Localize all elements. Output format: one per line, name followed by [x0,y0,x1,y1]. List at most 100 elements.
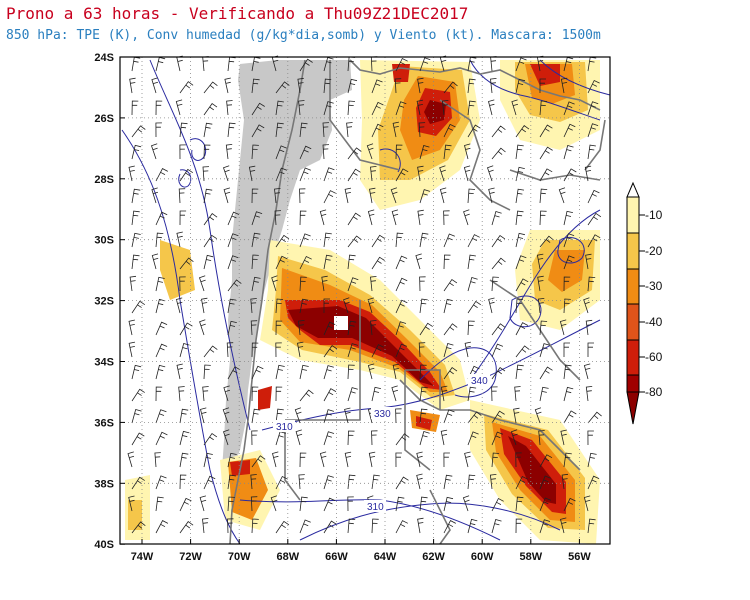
wind-barb [561,473,569,490]
wind-barb [491,367,506,380]
wind-barb [178,386,185,402]
wind-barb [179,81,194,94]
wind-barb [227,122,236,138]
wind-barb [370,166,377,182]
wind-barb [251,365,264,380]
wind-barb [251,124,265,138]
wind-barb [467,78,476,94]
wind-barb [128,165,135,182]
wind-barb [251,342,259,358]
wind-barb [227,366,241,380]
wind-barb [203,188,213,204]
wind-barb [323,321,336,336]
wind-barb [560,77,568,94]
x-tick-label: 58W [519,551,542,563]
wind-barb [299,519,311,534]
wind-barb [560,429,567,446]
wind-barb [536,253,544,270]
wind-barb [443,367,458,380]
wind-barb [155,298,166,314]
wind-barb [443,452,450,468]
wind-barb [250,298,257,314]
wind-barb [515,125,530,138]
wind-barb [175,297,183,314]
wind-barb [179,122,188,138]
wind-barb [323,232,332,248]
wind-barb [131,125,146,138]
wind-barb [155,496,164,512]
x-tick-label: 62W [422,551,445,563]
wind-barb [416,99,424,116]
wind-barb [515,278,529,292]
wind-barb [203,475,216,490]
wind-barb [587,79,600,94]
wind-barb [491,452,500,468]
contour-label-340: 340 [471,376,488,387]
wind-barb [155,431,168,446]
wind-barb [299,389,314,402]
wind-barb [131,100,139,116]
wind-barb [486,165,494,182]
y-tick-label: 24S [94,52,114,64]
wind-barb [395,277,408,292]
wind-barb [419,322,433,336]
wind-barb [419,189,431,204]
wind-barb [179,168,194,182]
wind-barb [299,276,307,292]
wind-barb [587,411,602,424]
wind-barb [274,210,282,226]
wind-barb [299,58,313,72]
map-subtitle: 850 hPa: TPE (K), Conv humedad (g/kg*dia… [6,28,601,43]
wind-barb [369,187,376,204]
wind-barb [443,298,454,314]
wind-barb [515,144,524,160]
wind-barb [344,187,352,204]
x-tick-label: 68W [276,551,299,563]
wind-barb [347,387,358,402]
wind-barb [129,77,136,94]
wind-barb [298,320,305,336]
wind-barb [323,497,336,512]
wind-barb [323,475,334,490]
wind-barb [179,210,187,226]
wind-barb [131,210,140,226]
wind-barb [275,475,288,490]
wind-barb [203,81,218,94]
wind-barb [347,277,359,292]
wind-barb [227,496,235,512]
wind-barb [491,497,504,512]
wind-barb [489,474,497,490]
wind-barb [515,298,524,314]
y-tick-label: 40S [94,539,114,551]
wind-barb [128,341,136,358]
wind-barb [563,101,575,116]
wind-barb [323,431,335,446]
wind-barb [346,122,353,138]
wind-barb [323,388,337,402]
wind-barb [491,323,506,336]
wind-barb [175,99,183,116]
wind-barb [298,100,305,116]
wind-barb [585,319,593,336]
wind-barb [491,410,505,424]
wind-barb [322,122,330,138]
wind-barb [563,452,572,468]
wind-barb [467,234,480,248]
wind-barb [251,102,265,116]
wind-barb [275,364,285,380]
wind-barb [510,429,518,446]
wind-barb [226,342,234,358]
wind-barb [395,321,407,336]
wind-barb [491,211,502,226]
wind-barb [391,385,399,402]
wind-barb [371,386,381,402]
wind-barb [583,297,590,314]
y-tick-label: 38S [94,478,114,490]
wind-barb [467,277,478,292]
wind-barb [179,521,194,534]
wind-barb [587,430,594,446]
wind-barb [439,165,446,182]
contour-label-330: 330 [374,409,391,420]
wind-barb [297,341,304,358]
wind-barb [539,78,546,93]
